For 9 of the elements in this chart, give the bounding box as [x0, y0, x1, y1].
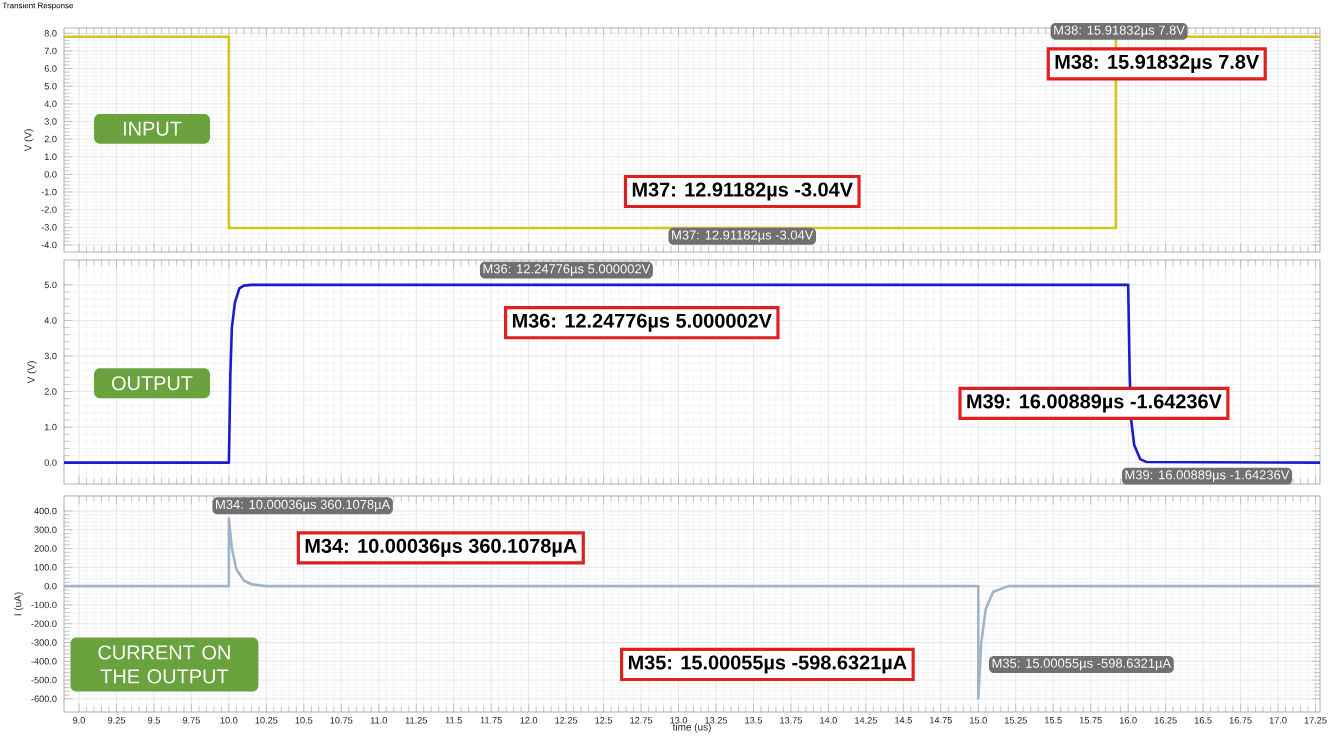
annotation: OUTPUT	[111, 376, 193, 391]
annotation: M36: 12.24776µs 5.000002V	[512, 313, 772, 332]
annotation: M37: 12.91182µs -3.04V	[632, 182, 853, 201]
annotation: INPUT	[123, 121, 182, 136]
annotation: M38: 15.91832µs 7.8V	[1055, 54, 1260, 73]
annotation: M35: 15.00055µs -598.6321µA	[628, 655, 907, 674]
annotation: M34: 10.00036µs 360.1078µA	[305, 538, 577, 557]
annotation: M39: 16.00889µs -1.64236V	[967, 394, 1222, 413]
annotation: CURRENT ON THE OUTPUT	[98, 645, 230, 684]
